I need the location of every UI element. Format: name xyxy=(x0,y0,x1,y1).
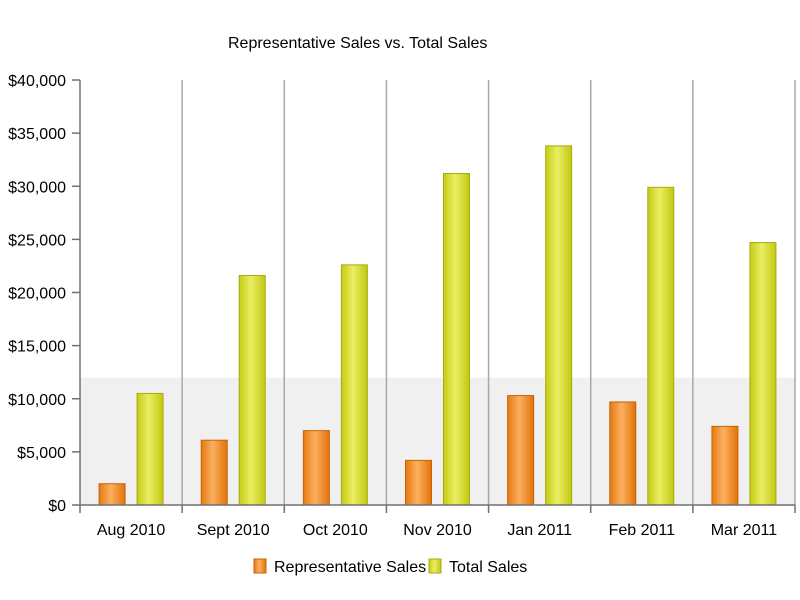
y-axis-ticks: $0 $5,000 $10,000 $15,000 $20,000 $25,000 $30,… xyxy=(8,73,80,515)
bar-total-sales xyxy=(647,186,675,506)
bar-representative-sales xyxy=(507,395,535,506)
bar-representative-sales xyxy=(405,459,432,506)
bar-total-sales xyxy=(545,145,573,506)
x-tick-label: Jan 2011 xyxy=(507,522,572,539)
bar-total-sales xyxy=(136,392,164,506)
y-tick-label: $30,000 xyxy=(8,179,66,196)
chart-title: Representative Sales vs. Total Sales xyxy=(228,35,487,52)
y-tick-label: $10,000 xyxy=(8,392,66,409)
bar-representative-sales xyxy=(711,425,739,506)
y-tick-label: $40,000 xyxy=(8,73,66,90)
highlight-band xyxy=(80,377,795,505)
x-tick-label: Mar 2011 xyxy=(711,522,778,539)
bar-representative-sales xyxy=(200,439,228,506)
bar-total-sales xyxy=(340,264,368,506)
bars xyxy=(98,145,777,506)
category-dividers xyxy=(181,80,796,505)
y-tick-label: $5,000 xyxy=(17,445,66,462)
y-tick-label: $35,000 xyxy=(8,126,66,143)
bar-representative-sales xyxy=(98,483,126,506)
bar-representative-sales xyxy=(302,430,330,506)
y-tick-label: $25,000 xyxy=(8,232,66,249)
y-tick-label: $20,000 xyxy=(8,286,66,303)
x-tick-label: Sept 2010 xyxy=(197,522,270,539)
bar-total-sales xyxy=(443,173,470,506)
bar-total-sales xyxy=(749,242,777,506)
y-tick-label: $15,000 xyxy=(8,339,66,356)
legend-label-total-sales: Total Sales xyxy=(449,559,527,576)
legend-swatch-total-sales xyxy=(428,558,442,574)
legend-label-representative-sales: Representative Sales xyxy=(274,559,426,576)
bar-representative-sales xyxy=(609,401,637,506)
bar-total-sales xyxy=(238,275,266,506)
legend: Representative Sales Total Sales xyxy=(253,558,527,576)
x-tick-label: Aug 2010 xyxy=(97,522,166,539)
y-tick-label: $0 xyxy=(48,498,66,515)
x-tick-label: Oct 2010 xyxy=(303,522,368,539)
legend-swatch-representative-sales xyxy=(253,558,267,574)
x-axis-ticks: Aug 2010 Sept 2010 Oct 2010 Nov 2010 Jan 201… xyxy=(79,505,796,539)
x-tick-label: Feb 2011 xyxy=(609,522,676,539)
x-tick-label: Nov 2010 xyxy=(403,522,472,539)
